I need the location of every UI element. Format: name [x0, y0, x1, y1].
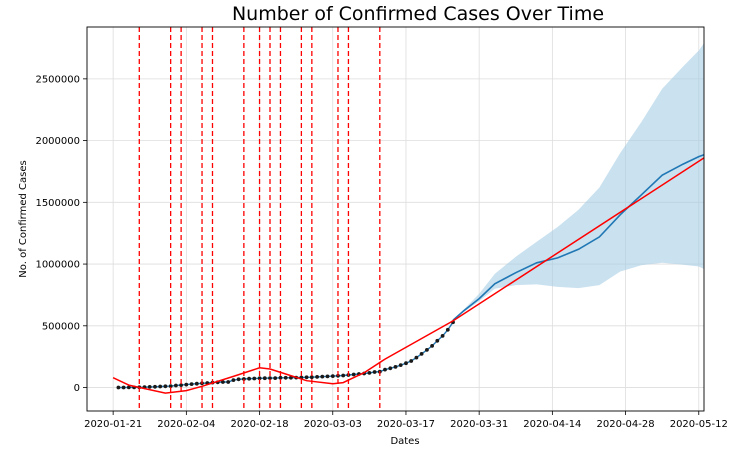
x-tick-label: 2020-04-14 — [523, 419, 581, 430]
observed-point — [367, 371, 372, 375]
observed-point — [247, 376, 252, 381]
observed-point — [273, 376, 278, 380]
observed-point — [189, 382, 194, 386]
observed-point — [179, 383, 184, 387]
observed-point — [268, 376, 272, 380]
y-tick-label: 2500000 — [35, 74, 80, 85]
observed-point — [158, 384, 163, 389]
observed-point — [168, 384, 173, 388]
observed-point — [262, 376, 267, 381]
observed-point — [116, 385, 121, 390]
observed-point — [309, 375, 314, 380]
y-tick-label: 2000000 — [35, 136, 80, 147]
forecast-line — [452, 154, 705, 321]
x-tick-label: 2020-01-21 — [84, 419, 142, 430]
observed-point — [409, 359, 414, 363]
observed-point — [231, 378, 236, 382]
observed-point — [404, 361, 408, 366]
observed-point — [283, 375, 288, 380]
observed-point — [435, 338, 440, 343]
observed-point — [163, 384, 168, 389]
chart-title: Number of Confirmed Cases Over Time — [232, 3, 604, 25]
observed-points-layer — [116, 320, 455, 390]
observed-point — [383, 367, 387, 372]
forecast-line-layer — [452, 154, 705, 321]
x-tick-label: 2020-02-18 — [230, 419, 288, 430]
x-tick-label: 2020-03-17 — [377, 419, 435, 430]
observed-point — [147, 385, 152, 389]
observed-point — [393, 365, 398, 369]
changepoint-lines-layer — [138, 27, 381, 411]
trend-line-layer — [112, 157, 705, 394]
x-axis-ticks: 2020-01-21 2020-02-04 2020-02-18 2020-03-03… — [84, 411, 728, 430]
observed-point — [430, 344, 434, 348]
observed-point — [351, 372, 356, 377]
uncertainty-band — [453, 43, 704, 321]
y-tick-label: 1000000 — [35, 260, 80, 271]
observed-point — [126, 385, 131, 390]
observed-point — [153, 384, 157, 389]
observed-point — [440, 334, 445, 338]
y-tick-label: 500000 — [42, 321, 80, 332]
observed-point — [414, 355, 419, 360]
trend-line — [112, 157, 705, 394]
observed-point — [372, 370, 377, 374]
y-tick-label: 1500000 — [35, 198, 80, 209]
observed-point — [304, 375, 309, 380]
observed-point — [184, 382, 189, 387]
observed-point — [174, 383, 178, 388]
observed-point — [320, 374, 325, 379]
x-axis-label: Dates — [390, 436, 419, 447]
x-tick-label: 2020-03-31 — [450, 419, 508, 430]
observed-point — [257, 376, 262, 381]
observed-point — [252, 376, 257, 381]
observed-point — [221, 380, 225, 384]
observed-point — [315, 375, 319, 379]
observed-point — [341, 373, 346, 378]
plot-frame — [86, 26, 705, 412]
x-tick-label: 2020-02-04 — [157, 419, 215, 430]
y-axis-label: No. of Confirmed Cases — [18, 160, 29, 277]
observed-point — [325, 374, 330, 379]
y-tick-label: 0 — [74, 383, 80, 394]
observed-point — [445, 327, 450, 332]
observed-point — [330, 374, 335, 378]
uncertainty-band-layer — [453, 43, 704, 321]
observed-point — [388, 366, 393, 371]
observed-point — [121, 385, 126, 390]
observed-point — [425, 348, 429, 352]
x-tick-label: 2020-05-12 — [670, 419, 728, 430]
observed-point — [226, 380, 231, 384]
observed-point — [278, 375, 283, 380]
y-axis-ticks: 0 500000 1000000 1500000 2000000 2500000 — [35, 74, 87, 394]
observed-point — [398, 363, 403, 367]
observed-point — [194, 381, 199, 386]
x-tick-label: 2020-04-28 — [597, 419, 655, 430]
observed-point — [236, 377, 241, 382]
observed-point — [419, 352, 424, 356]
x-tick-label: 2020-03-03 — [304, 419, 362, 430]
